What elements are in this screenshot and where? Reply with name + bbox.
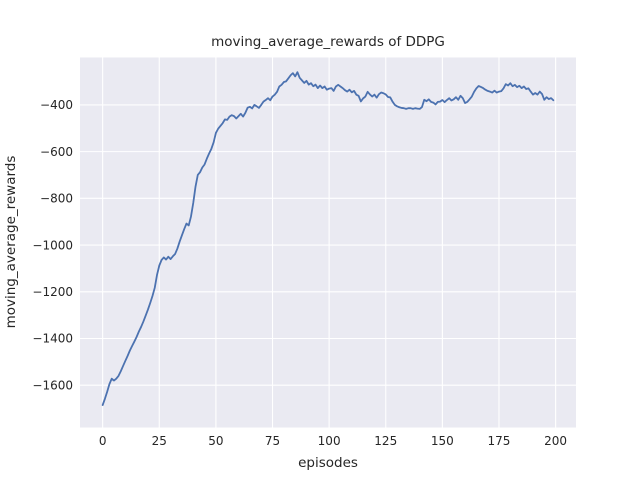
x-tick-label: 75 <box>265 434 280 448</box>
y-tick-label: −1600 <box>32 378 73 392</box>
y-axis-label: moving_average_rewards <box>3 156 19 329</box>
y-tick-label: −1400 <box>32 332 73 346</box>
x-tick-label: 25 <box>152 434 167 448</box>
x-tick-label: 175 <box>488 434 511 448</box>
y-tick-label: −800 <box>40 192 73 206</box>
x-tick-labels: 0 25 50 75 100 125 150 175 200 <box>99 434 567 448</box>
x-tick-label: 0 <box>99 434 107 448</box>
plot-area <box>80 57 576 428</box>
y-tick-label: −1200 <box>32 285 73 299</box>
y-tick-labels: −400 −600 −800 −1000 −1200 −1400 −1600 <box>32 98 73 392</box>
x-tick-label: 50 <box>208 434 223 448</box>
x-tick-label: 200 <box>544 434 567 448</box>
line-series <box>101 71 555 406</box>
gridlines <box>80 57 576 428</box>
x-tick-label: 125 <box>374 434 397 448</box>
x-axis-label: episodes <box>298 455 358 471</box>
chart-title: moving_average_rewards of DDPG <box>211 34 445 50</box>
y-tick-label: −1000 <box>32 238 73 252</box>
y-tick-label: −400 <box>40 98 73 112</box>
y-tick-label: −600 <box>40 145 73 159</box>
x-tick-label: 150 <box>431 434 454 448</box>
x-tick-label: 100 <box>318 434 341 448</box>
series-line <box>101 71 555 406</box>
